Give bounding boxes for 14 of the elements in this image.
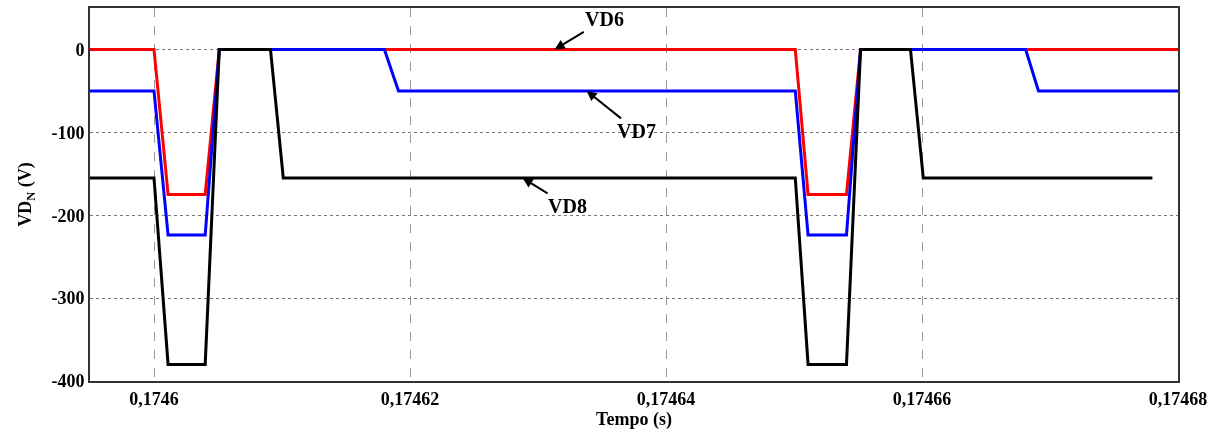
x-tick-label: 0,17464: [636, 388, 696, 409]
y-tick-label: -400: [51, 371, 85, 392]
x-tick-label: 0,1746: [129, 388, 179, 409]
annotation: VD6: [585, 8, 624, 30]
y-tick-label: -200: [51, 205, 85, 226]
y-tick-label: -100: [51, 122, 85, 143]
x-tick-label: 0,17466: [892, 388, 952, 409]
y-tick-label: 0: [75, 39, 85, 60]
y-tick-label: -300: [51, 288, 85, 309]
annotation: VD7: [617, 120, 656, 142]
x-tick-label: 0,17468: [1148, 388, 1208, 409]
x-tick-label: 0,17462: [380, 388, 440, 409]
annotation: VD8: [548, 195, 587, 217]
x-axis-title: Tempo (s): [596, 408, 672, 430]
